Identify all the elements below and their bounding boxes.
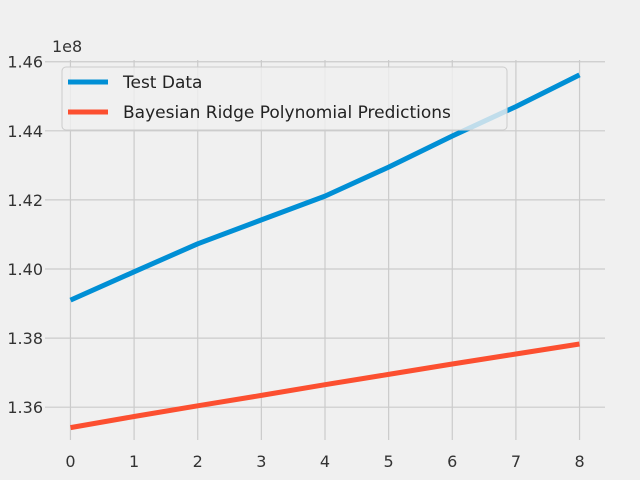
x-tick-label: 7 <box>511 452 521 471</box>
x-tick-label: 0 <box>65 452 75 471</box>
x-tick-label: 5 <box>384 452 394 471</box>
y-axis-offset-label: 1e8 <box>52 37 82 56</box>
x-tick-label: 4 <box>320 452 330 471</box>
y-tick-label: 1.38 <box>7 329 43 348</box>
y-tick-label: 1.40 <box>7 260 43 279</box>
legend-box <box>61 66 508 131</box>
legend-label-test-data: Test Data <box>122 73 202 93</box>
y-tick-label: 1.42 <box>7 191 43 210</box>
legend-label-predictions: Bayesian Ridge Polynomial Predictions <box>123 103 451 123</box>
x-tick-label: 3 <box>256 452 266 471</box>
x-tick-label: 6 <box>447 452 457 471</box>
y-tick-label: 1.46 <box>7 53 43 72</box>
y-axis-ticks: 1.36 1.38 1.40 1.42 1.44 1.46 <box>7 53 43 417</box>
x-tick-label: 8 <box>574 452 584 471</box>
x-axis-ticks: 0 1 2 3 4 5 6 7 8 <box>65 452 584 471</box>
x-tick-label: 2 <box>193 452 203 471</box>
series-line-predictions <box>70 341 580 431</box>
x-tick-label: 1 <box>129 452 139 471</box>
y-tick-label: 1.44 <box>7 122 43 141</box>
y-tick-label: 1.36 <box>7 398 43 417</box>
legend: Test Data Bayesian Ridge Polynomial Pred… <box>61 66 508 131</box>
